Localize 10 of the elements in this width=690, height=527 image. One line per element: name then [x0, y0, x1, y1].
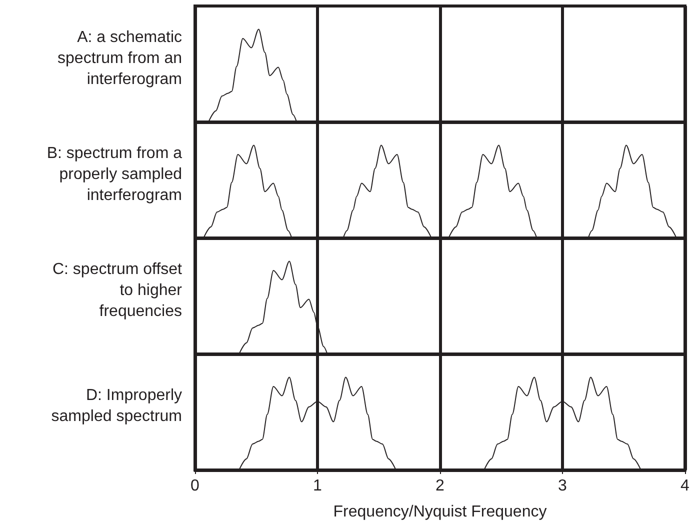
- y-axis-title: D: Improperly sampled spectrum: [50, 386, 182, 427]
- y-axis-title: C: spectrum offset to higher frequencies: [51, 260, 182, 322]
- x-tick-label: 2: [436, 478, 445, 494]
- x-tick-label: 1: [313, 478, 322, 494]
- y-axis-title: A: a schematic spectrum from an interferogram: [56, 28, 182, 90]
- x-tick-label: 0: [190, 478, 200, 494]
- x-axis-title: Frequency/Nyquist Frequency: [333, 504, 547, 520]
- x-tick-label: 3: [558, 478, 568, 494]
- x-tick-label: 4: [680, 478, 690, 494]
- y-axis-title: B: spectrum from a properly sampled interferogram: [46, 144, 182, 206]
